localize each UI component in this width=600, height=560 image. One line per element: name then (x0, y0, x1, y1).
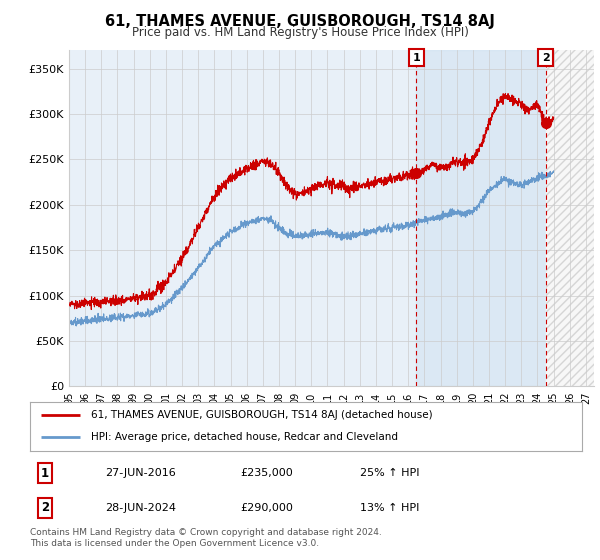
Bar (416, 50, 545, 386)
Text: 2: 2 (542, 53, 550, 63)
Text: 27-JUN-2016: 27-JUN-2016 (105, 468, 176, 478)
Text: 1: 1 (412, 53, 420, 63)
Text: 13% ↑ HPI: 13% ↑ HPI (360, 503, 419, 513)
Bar (545, 50, 594, 386)
Bar (545, 50, 594, 386)
Text: 28-JUN-2024: 28-JUN-2024 (105, 503, 176, 513)
Text: Price paid vs. HM Land Registry's House Price Index (HPI): Price paid vs. HM Land Registry's House … (131, 26, 469, 39)
Text: Contains HM Land Registry data © Crown copyright and database right 2024.
This d: Contains HM Land Registry data © Crown c… (30, 528, 382, 548)
Text: 25% ↑ HPI: 25% ↑ HPI (360, 468, 419, 478)
Text: 61, THAMES AVENUE, GUISBOROUGH, TS14 8AJ (detached house): 61, THAMES AVENUE, GUISBOROUGH, TS14 8AJ… (91, 410, 433, 421)
Text: £290,000: £290,000 (240, 503, 293, 513)
Text: 2: 2 (41, 501, 49, 515)
Text: 61, THAMES AVENUE, GUISBOROUGH, TS14 8AJ: 61, THAMES AVENUE, GUISBOROUGH, TS14 8AJ (105, 14, 495, 29)
Text: HPI: Average price, detached house, Redcar and Cleveland: HPI: Average price, detached house, Redc… (91, 432, 398, 442)
Bar (545, 50, 594, 386)
Text: 1: 1 (41, 466, 49, 480)
Text: £235,000: £235,000 (240, 468, 293, 478)
